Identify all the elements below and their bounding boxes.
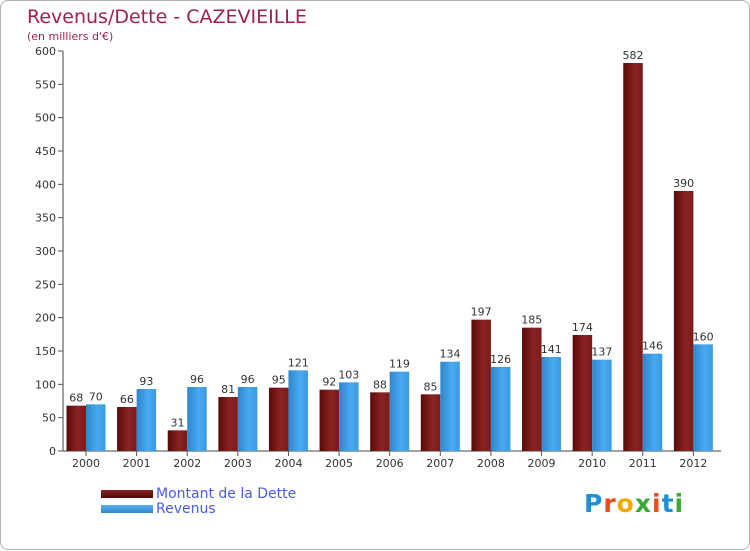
data-label-revenus: 160 (693, 330, 714, 343)
bar-revenus (237, 387, 258, 451)
data-label-revenus: 126 (490, 353, 511, 366)
x-tick-label: 2007 (426, 457, 454, 470)
bar-revenus (541, 357, 562, 451)
data-label-revenus: 119 (389, 358, 410, 371)
data-label-dette: 68 (69, 392, 83, 405)
logo-letter: o (616, 489, 635, 518)
x-tick-label: 2006 (376, 457, 404, 470)
data-label-revenus: 96 (241, 373, 255, 386)
y-tick-label: 150 (35, 345, 56, 358)
data-label-revenus: 93 (139, 375, 153, 388)
y-tick-label: 500 (35, 112, 56, 125)
x-tick-label: 2001 (123, 457, 151, 470)
x-tick-label: 2003 (224, 457, 252, 470)
bar-dette (268, 387, 289, 451)
y-tick-label: 250 (35, 278, 56, 291)
bar-dette (673, 191, 694, 451)
bar-revenus (136, 389, 157, 451)
legend-swatch-debt (101, 490, 153, 498)
bar-dette (66, 405, 86, 451)
logo-letter: P (584, 489, 604, 518)
data-label-dette: 31 (170, 416, 184, 429)
y-tick-label: 200 (35, 312, 56, 325)
bar-revenus (288, 370, 308, 451)
bar-dette (420, 394, 441, 451)
bar-dette (319, 389, 340, 451)
y-tick-label: 450 (35, 145, 56, 158)
legend-label-revenue: Revenus (156, 501, 216, 517)
data-label-revenus: 121 (288, 356, 309, 369)
data-label-dette: 95 (272, 374, 286, 387)
y-tick-label: 350 (35, 212, 56, 225)
bar-revenus (389, 371, 410, 451)
y-tick-label: 50 (42, 412, 56, 425)
bar-dette (522, 327, 542, 451)
logo-letter: i (674, 489, 685, 518)
chart-title: Revenus/Dette - CAZEVIEILLE (27, 6, 307, 28)
data-label-dette: 88 (373, 378, 387, 391)
x-tick-label: 2012 (679, 457, 707, 470)
y-tick-label: 300 (35, 245, 56, 258)
data-label-revenus: 146 (642, 340, 663, 353)
bar-dette (117, 407, 137, 451)
data-label-revenus: 134 (440, 348, 461, 361)
y-tick-label: 550 (35, 78, 56, 91)
bar-dette (218, 397, 238, 451)
logo-letter: x (634, 489, 652, 518)
y-tick-label: 400 (35, 178, 56, 191)
y-tick-label: 100 (35, 378, 56, 391)
x-tick-label: 2010 (578, 457, 606, 470)
bar-dette (471, 319, 491, 451)
proxiti-logo: Proxiti (584, 489, 684, 518)
data-label-dette: 81 (221, 383, 235, 396)
data-label-revenus: 96 (190, 373, 204, 386)
data-label-dette: 174 (572, 321, 593, 334)
data-label-revenus: 137 (591, 346, 612, 359)
bar-revenus (490, 367, 511, 451)
bar-revenus (693, 344, 713, 451)
data-label-dette: 197 (471, 306, 492, 319)
data-label-dette: 390 (673, 177, 694, 190)
bar-dette (167, 430, 188, 451)
x-tick-label: 2004 (274, 457, 302, 470)
bar-dette (370, 392, 390, 451)
logo-letter: t (661, 489, 675, 518)
data-label-revenus: 141 (541, 343, 562, 356)
x-tick-label: 2009 (528, 457, 556, 470)
data-label-dette: 582 (623, 49, 644, 62)
data-label-revenus: 70 (89, 390, 103, 403)
logo-letter: i (652, 489, 662, 518)
bar-dette (623, 63, 643, 451)
legend-swatch-revenue (101, 505, 153, 513)
bar-dette (572, 335, 593, 451)
x-tick-label: 2000 (72, 457, 100, 470)
x-tick-label: 2008 (477, 457, 505, 470)
x-tick-label: 2005 (325, 457, 353, 470)
logo-letter: r (603, 489, 617, 518)
bar-revenus (86, 404, 106, 451)
bar-revenus (642, 353, 663, 451)
data-label-dette: 92 (322, 376, 336, 389)
data-label-dette: 66 (120, 393, 134, 406)
x-tick-label: 2002 (173, 457, 201, 470)
data-label-dette: 85 (424, 380, 438, 393)
data-label-dette: 185 (521, 314, 542, 327)
bar-revenus (187, 387, 207, 451)
chart-subtitle: (en milliers d'€) (27, 30, 114, 43)
bar-revenus (339, 382, 359, 451)
bar-revenus (592, 359, 612, 451)
legend-label-debt: Montant de la Dette (156, 486, 297, 502)
bar-revenus (440, 361, 460, 451)
y-tick-label: 0 (49, 445, 56, 458)
x-tick-label: 2011 (629, 457, 657, 470)
y-tick-label: 600 (35, 45, 56, 58)
data-label-revenus: 103 (338, 368, 359, 381)
